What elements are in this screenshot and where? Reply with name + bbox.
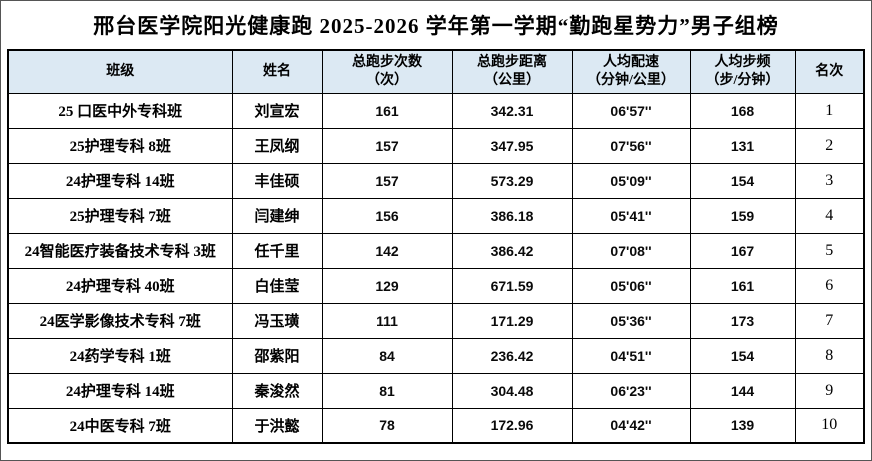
cadence-cell: 173 [689, 302, 796, 339]
steps-cell: 156 [321, 197, 453, 234]
pace-cell: 04'42'' [571, 407, 691, 444]
steps-cell: 157 [321, 162, 453, 199]
pace-cell: 06'23'' [571, 372, 691, 409]
rank-cell: 2 [794, 127, 865, 164]
steps-cell: 142 [321, 232, 453, 269]
rank-cell: 10 [794, 407, 865, 444]
distance-cell: 573.29 [451, 162, 573, 199]
ranking-table: 班级 姓名 总跑步次数 （次） 总跑步距离 （公里） 人均配速 （分钟/公里） 人均步频 （步/分… [7, 49, 865, 444]
rank-cell: 1 [794, 92, 865, 129]
pace-cell: 06'57'' [571, 92, 691, 129]
rank-cell: 8 [794, 337, 865, 374]
rank-cell: 6 [794, 267, 865, 304]
distance-cell: 171.29 [451, 302, 573, 339]
steps-cell: 157 [321, 127, 453, 164]
name-cell: 丰佳硕 [231, 162, 323, 199]
distance-cell: 386.18 [451, 197, 573, 234]
name-cell: 闫建绅 [231, 197, 323, 234]
class-cell: 25护理专科 7班 [7, 197, 233, 234]
cadence-cell: 154 [689, 337, 796, 374]
name-cell: 刘宣宏 [231, 92, 323, 129]
column-header-class: 班级 [7, 49, 233, 94]
pace-cell: 05'36'' [571, 302, 691, 339]
distance-cell: 172.96 [451, 407, 573, 444]
class-cell: 24智能医疗装备技术专科 3班 [7, 232, 233, 269]
rank-cell: 9 [794, 372, 865, 409]
class-cell: 24药学专科 1班 [7, 337, 233, 374]
name-cell: 秦浚然 [231, 372, 323, 409]
column-header-steps: 总跑步次数 （次） [321, 49, 453, 94]
distance-cell: 304.48 [451, 372, 573, 409]
table-row: 24护理专科 40班 白佳莹 129 671.59 05'06'' 161 6 [7, 267, 865, 304]
steps-cell: 111 [321, 302, 453, 339]
class-cell: 24医学影像技术专科 7班 [7, 302, 233, 339]
steps-cell: 81 [321, 372, 453, 409]
table-row: 24智能医疗装备技术专科 3班 任千里 142 386.42 07'08'' 167 5 [7, 232, 865, 269]
name-cell: 冯玉璜 [231, 302, 323, 339]
rank-cell: 3 [794, 162, 865, 199]
distance-cell: 671.59 [451, 267, 573, 304]
distance-cell: 236.42 [451, 337, 573, 374]
cadence-cell: 144 [689, 372, 796, 409]
distance-cell: 342.31 [451, 92, 573, 129]
table-row: 25护理专科 8班 王凤纲 157 347.95 07'56'' 131 2 [7, 127, 865, 164]
name-cell: 邵紫阳 [231, 337, 323, 374]
table-row: 24护理专科 14班 丰佳硕 157 573.29 05'09'' 154 3 [7, 162, 865, 199]
table-row: 24医学影像技术专科 7班 冯玉璜 111 171.29 05'36'' 173 7 [7, 302, 865, 339]
class-cell: 24护理专科 14班 [7, 162, 233, 199]
name-cell: 白佳莹 [231, 267, 323, 304]
distance-cell: 347.95 [451, 127, 573, 164]
column-header-cadence: 人均步频 （步/分钟） [689, 49, 796, 94]
pace-cell: 05'06'' [571, 267, 691, 304]
name-cell: 任千里 [231, 232, 323, 269]
column-header-name: 姓名 [231, 49, 323, 94]
steps-cell: 84 [321, 337, 453, 374]
cadence-cell: 159 [689, 197, 796, 234]
table-body: 25 口医中外专科班 刘宣宏 161 342.31 06'57'' 168 1 25护理专科 … [7, 92, 865, 444]
class-cell: 24中医专科 7班 [7, 407, 233, 444]
steps-cell: 161 [321, 92, 453, 129]
header-row: 班级 姓名 总跑步次数 （次） 总跑步距离 （公里） 人均配速 （分钟/公里） 人均步频 （步/分… [7, 49, 865, 94]
table-row: 24护理专科 14班 秦浚然 81 304.48 06'23'' 144 9 [7, 372, 865, 409]
class-cell: 25 口医中外专科班 [7, 92, 233, 129]
column-header-pace: 人均配速 （分钟/公里） [571, 49, 691, 94]
rank-cell: 7 [794, 302, 865, 339]
column-header-rank: 名次 [794, 49, 865, 94]
class-cell: 24护理专科 40班 [7, 267, 233, 304]
cadence-cell: 154 [689, 162, 796, 199]
class-cell: 24护理专科 14班 [7, 372, 233, 409]
cadence-cell: 139 [689, 407, 796, 444]
cadence-cell: 131 [689, 127, 796, 164]
pace-cell: 07'08'' [571, 232, 691, 269]
cadence-cell: 161 [689, 267, 796, 304]
table-row: 24中医专科 7班 于洪懿 78 172.96 04'42'' 139 10 [7, 407, 865, 444]
table-row: 24药学专科 1班 邵紫阳 84 236.42 04'51'' 154 8 [7, 337, 865, 374]
steps-cell: 78 [321, 407, 453, 444]
class-cell: 25护理专科 8班 [7, 127, 233, 164]
distance-cell: 386.42 [451, 232, 573, 269]
pace-cell: 05'41'' [571, 197, 691, 234]
cadence-cell: 167 [689, 232, 796, 269]
steps-cell: 129 [321, 267, 453, 304]
rank-cell: 5 [794, 232, 865, 269]
page-title: 邢台医学院阳光健康跑 2025-2026 学年第一学期“勤跑星势力”男子组榜 [93, 14, 779, 38]
table-row: 25 口医中外专科班 刘宣宏 161 342.31 06'57'' 168 1 [7, 92, 865, 129]
column-header-distance: 总跑步距离 （公里） [451, 49, 573, 94]
pace-cell: 07'56'' [571, 127, 691, 164]
name-cell: 于洪懿 [231, 407, 323, 444]
pace-cell: 04'51'' [571, 337, 691, 374]
name-cell: 王凤纲 [231, 127, 323, 164]
rank-cell: 4 [794, 197, 865, 234]
cadence-cell: 168 [689, 92, 796, 129]
table-row: 25护理专科 7班 闫建绅 156 386.18 05'41'' 159 4 [7, 197, 865, 234]
pace-cell: 05'09'' [571, 162, 691, 199]
